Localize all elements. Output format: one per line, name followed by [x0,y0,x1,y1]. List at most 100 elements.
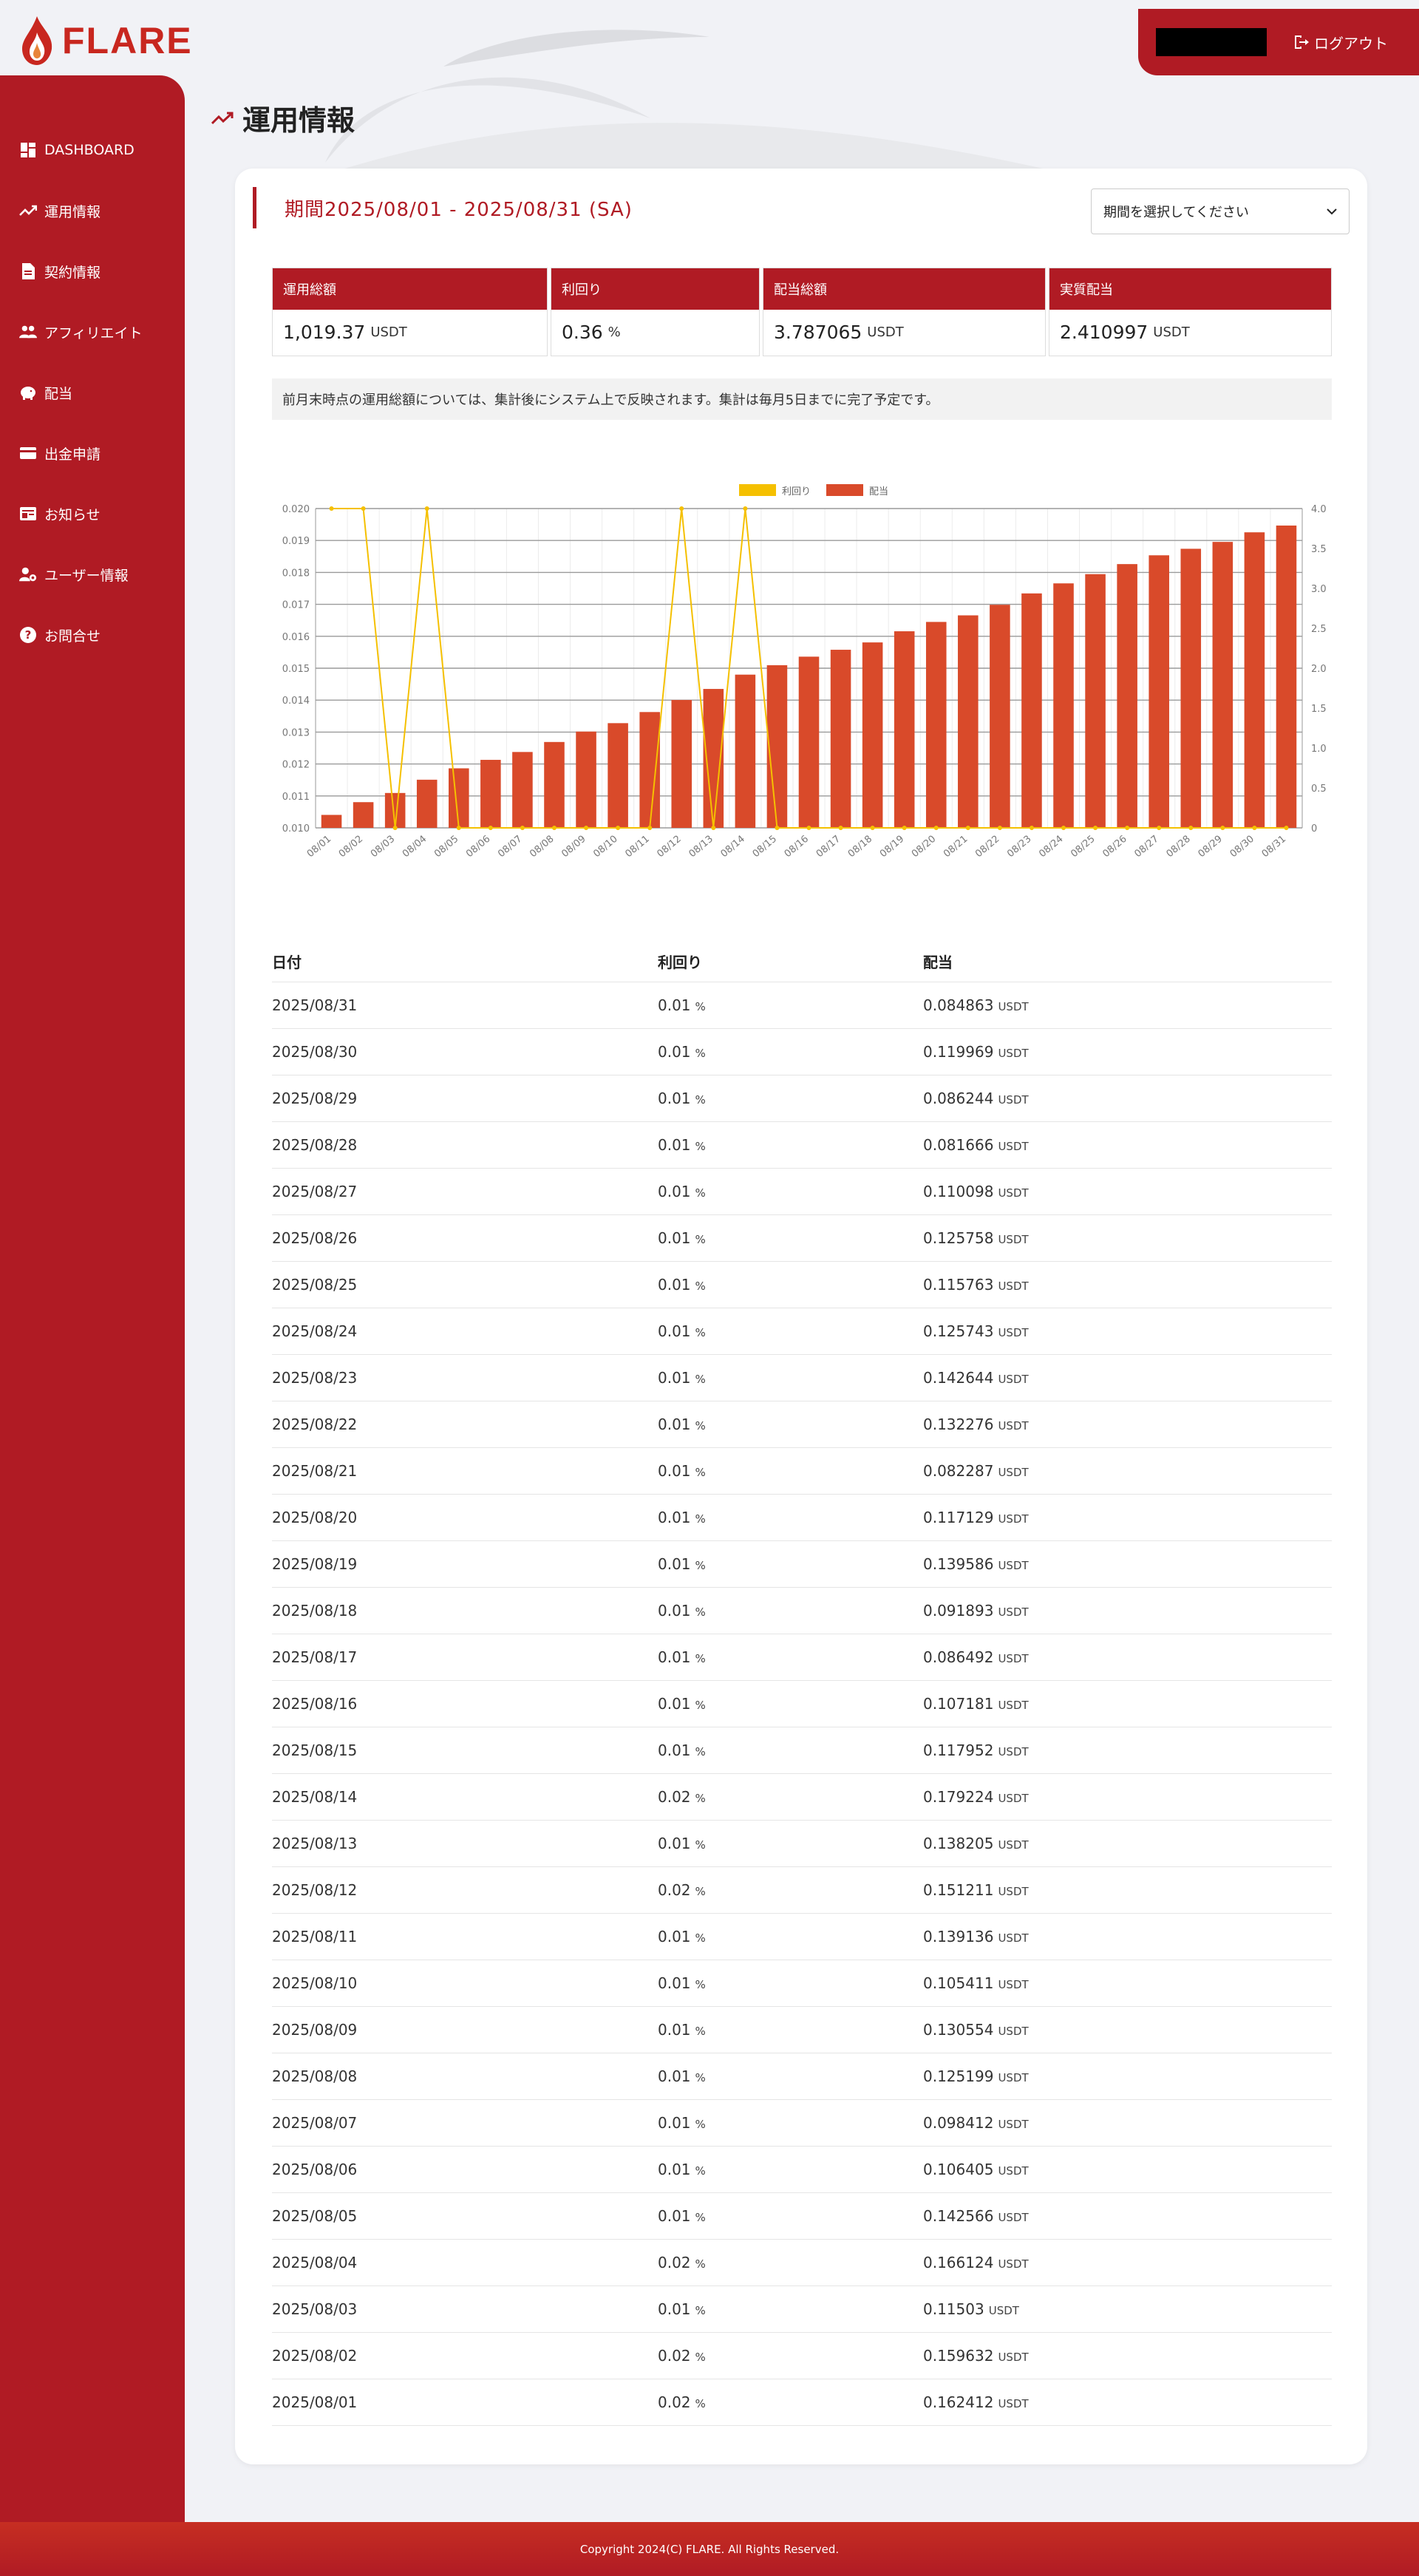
cell-date: 2025/08/15 [272,1741,358,1759]
cell-dividend: 0.162412 USDT [923,2393,1332,2411]
background-swoosh [325,30,1049,170]
x-tick-label: 08/14 [719,834,747,860]
rate-unit: % [695,2071,706,2084]
period-select[interactable]: 期間を選択してください [1091,188,1350,234]
sidebar-item-user-info[interactable]: ユーザー情報 [0,544,185,605]
point-yield [551,826,557,830]
rate-unit: % [695,1279,706,1293]
table-row: 2025/08/05 0.01% 0.142566 USDT [272,2193,1332,2240]
sidebar-item-affiliate[interactable]: アフィリエイト [0,302,185,362]
period-label: 期間2025/08/01 - 2025/08/31 (SA) [253,187,633,228]
bar-dividend [1085,574,1106,828]
y-tick-right: 0 [1311,823,1317,835]
dividend-unit: USDT [998,1978,1029,1991]
logout-button[interactable]: ログアウト [1292,32,1388,53]
stat-value: 3.787065 [774,321,862,343]
rate-value: 0.01 [658,1835,691,1852]
notice-text: 前月末時点の運用総額については、集計後にシステム上で反映されます。集計は毎月5日… [272,378,1332,420]
logout-label: ログアウト [1314,34,1388,52]
dividend-unit: USDT [998,1745,1029,1758]
point-yield [1061,826,1066,830]
cell-date: 2025/08/27 [272,1183,358,1200]
cell-date: 2025/08/09 [272,2021,358,2039]
cell-rate: 0.01% [658,1416,923,1433]
rate-value: 0.01 [658,2067,691,2085]
dividend-value: 0.139136 [923,1928,994,1945]
cell-dividend: 0.117129 USDT [923,1509,1332,1526]
table-row: 2025/08/19 0.01% 0.139586 USDT [272,1541,1332,1588]
dividend-unit: USDT [998,1931,1029,1945]
table-row: 2025/08/09 0.01% 0.130554 USDT [272,2007,1332,2053]
point-yield [997,826,1002,830]
rate-unit: % [695,1233,706,1246]
rate-unit: % [695,2025,706,2038]
x-tick-label: 08/06 [464,834,492,860]
y-tick-left: 0.019 [282,536,310,547]
trending-icon [211,112,234,124]
cell-dividend: 0.139586 USDT [923,1555,1332,1573]
table-row: 2025/08/18 0.01% 0.091893 USDT [272,1588,1332,1634]
table-row: 2025/08/29 0.01% 0.086244 USDT [272,1075,1332,1122]
sidebar-item-contract[interactable]: 契約情報 [0,241,185,302]
table-row: 2025/08/23 0.01% 0.142644 USDT [272,1355,1332,1401]
dividend-unit: USDT [998,2211,1029,2224]
sidebar-item-withdrawal[interactable]: 出金申請 [0,423,185,483]
cell-rate: 0.01% [658,2067,923,2085]
cell-rate: 0.02% [658,1881,923,1899]
sidebar-item-dashboard[interactable]: DASHBOARD [0,120,185,180]
dividend-value: 0.117952 [923,1741,994,1759]
dividend-value: 0.132276 [923,1416,994,1433]
sidebar-item-dividend[interactable]: 配当 [0,362,185,423]
table-row: 2025/08/22 0.01% 0.132276 USDT [272,1401,1332,1448]
sidebar-item-operation[interactable]: 運用情報 [0,180,185,241]
x-tick-label: 08/21 [942,834,970,860]
x-tick-label: 08/19 [878,834,906,860]
stat-unit: USDT [1153,324,1190,340]
flare-logo[interactable]: FLARE [19,13,193,68]
dividend-unit: USDT [998,1559,1029,1572]
chevron-down-icon [1327,208,1337,215]
cell-rate: 0.02% [658,2393,923,2411]
cell-rate: 0.01% [658,1555,923,1573]
rate-value: 0.01 [658,1090,691,1107]
bar-dividend [990,605,1010,828]
table-row: 2025/08/14 0.02% 0.179224 USDT [272,1774,1332,1821]
cell-rate: 0.01% [658,1835,923,1852]
sidebar-item-label: 配当 [44,385,73,402]
point-yield [1093,826,1098,830]
table-row: 2025/08/06 0.01% 0.106405 USDT [272,2147,1332,2193]
dividend-value: 0.139586 [923,1555,994,1573]
sidebar-item-contact[interactable]: ? お問合せ [0,605,185,665]
sidebar-item-label: 運用情報 [44,203,101,220]
rate-value: 0.01 [658,1276,691,1294]
y-tick-right: 4.0 [1311,504,1327,515]
point-yield [329,506,334,511]
cell-date: 2025/08/07 [272,2114,358,2132]
cell-dividend: 0.115763 USDT [923,1276,1332,1294]
rate-unit: % [695,2351,706,2364]
cell-rate: 0.02% [658,2254,923,2271]
x-tick-label: 08/29 [1197,834,1225,860]
cell-rate: 0.01% [658,1276,923,1294]
dividend-unit: USDT [988,2304,1019,2317]
cell-date: 2025/08/22 [272,1416,358,1433]
table-row: 2025/08/01 0.02% 0.162412 USDT [272,2379,1332,2426]
rate-value: 0.01 [658,2021,691,2039]
dividend-value: 0.110098 [923,1183,994,1200]
rate-value: 0.01 [658,1741,691,1759]
sidebar-item-news[interactable]: お知らせ [0,483,185,544]
point-yield [933,826,939,830]
operation-card: 期間2025/08/01 - 2025/08/31 (SA) 期間を選択してくだ… [235,169,1367,2464]
cell-date: 2025/08/18 [272,1602,358,1620]
rate-unit: % [695,1326,706,1339]
rate-value: 0.02 [658,1881,691,1899]
cell-date: 2025/08/23 [272,1369,358,1387]
y-tick-left: 0.013 [282,727,310,738]
cell-dividend: 0.139136 USDT [923,1928,1332,1945]
cell-rate: 0.02% [658,2347,923,2365]
dividend-unit: USDT [998,1233,1029,1246]
rate-unit: % [695,1140,706,1153]
table-row: 2025/08/15 0.01% 0.117952 USDT [272,1727,1332,1774]
legend-swatch-yield [739,484,776,496]
help-icon: ? [19,626,37,644]
